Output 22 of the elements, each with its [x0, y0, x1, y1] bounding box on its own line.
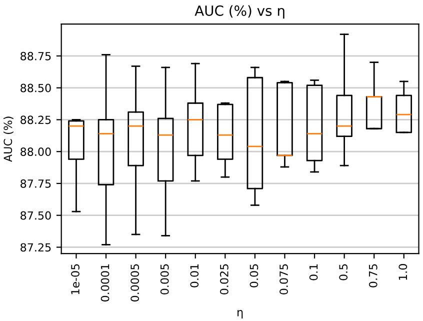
x-axis-title: η: [238, 310, 243, 318]
x-tick-label: 1.0: [398, 264, 408, 280]
x-tick-label: 0.0001: [100, 264, 110, 302]
x-tick-label: 0.01: [190, 264, 199, 288]
chart-title: AUC (%) vs η: [194, 5, 284, 19]
x-tick-label: 0.1: [309, 264, 318, 280]
y-tick-label: 88.50: [20, 84, 51, 92]
y-axis-title: AUC (%): [4, 116, 14, 162]
y-tick-label: 87.50: [20, 211, 51, 220]
y-tick-label: 87.75: [20, 179, 51, 188]
x-tick-label: 0.025: [220, 264, 228, 294]
y-tick-label: 87.25: [20, 243, 51, 252]
x-tick-label: 0.0005: [130, 264, 140, 302]
x-tick-label: 0.005: [160, 264, 169, 294]
x-tick-label: 0.75: [368, 264, 378, 288]
x-tick-label: 0.075: [280, 264, 288, 294]
x-tick-label: 0.5: [339, 264, 348, 280]
y-tick-label: 88.25: [20, 116, 51, 124]
y-tick-label: 88.75: [20, 52, 51, 60]
y-tick-label: 88.00: [20, 148, 51, 156]
x-tick-label: 0.05: [250, 264, 258, 288]
x-tick-label: 1e-05: [71, 264, 80, 294]
